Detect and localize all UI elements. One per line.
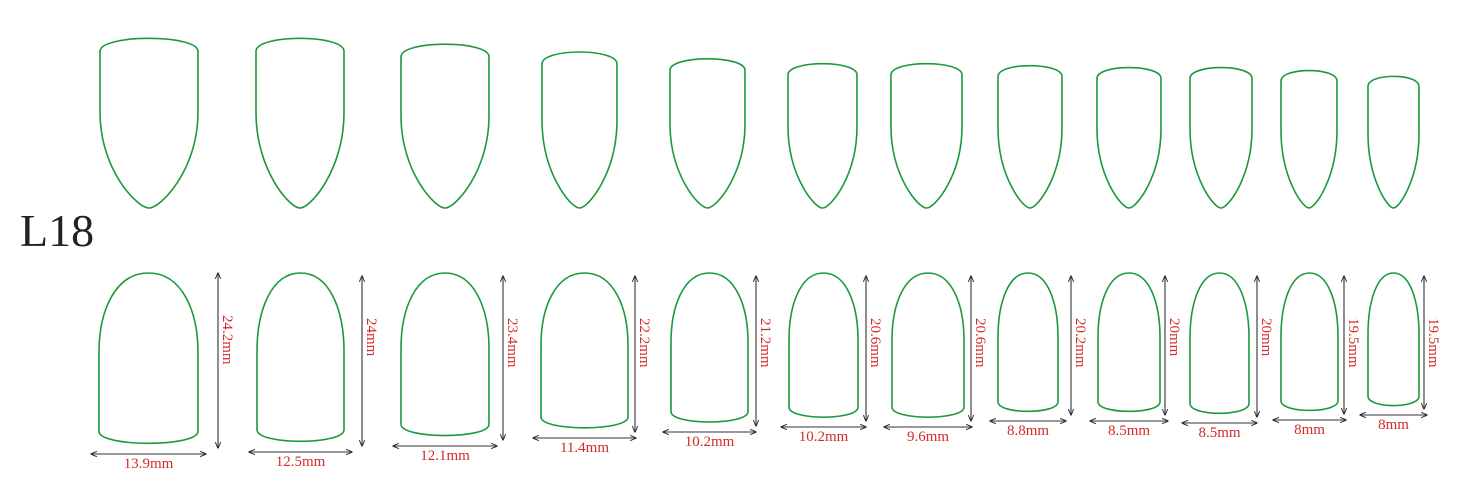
nail-outline xyxy=(670,272,749,423)
nail-top-outline xyxy=(99,37,199,209)
nail-top-outline xyxy=(400,43,490,209)
width-label: 13.9mm xyxy=(124,456,174,472)
nail-top-outline xyxy=(890,62,963,209)
nail-item: 10.2mm 21.2mm xyxy=(663,272,773,450)
nail-item: 12.5mm 24mm xyxy=(249,272,379,470)
length-label: 22.2mm xyxy=(636,318,652,368)
length-label: 19.5mm xyxy=(1345,318,1361,368)
nail-item: 8mm 19.5mm xyxy=(1360,272,1441,433)
nail-item: 10.2mm 20.6mm xyxy=(781,272,883,445)
nail-outline xyxy=(997,272,1059,413)
nail-top-outline xyxy=(1189,66,1253,209)
width-label: 10.2mm xyxy=(799,429,849,445)
nail-item: 8.8mm 20.2mm xyxy=(990,272,1088,439)
nail-outline xyxy=(256,272,345,443)
length-label: 24.2mm xyxy=(219,315,235,365)
nail-item: 9.6mm 20.6mm xyxy=(884,272,988,445)
width-label: 9.6mm xyxy=(907,429,949,445)
nail-item: 11.4mm 22.2mm xyxy=(533,272,652,456)
nail-top-outline xyxy=(669,58,746,209)
nail-top-outline xyxy=(787,62,858,209)
nail-outline xyxy=(1189,272,1250,415)
nail-top-outline xyxy=(255,37,345,209)
length-label: 20.2mm xyxy=(1072,318,1088,368)
nail-top-outline xyxy=(1280,69,1338,209)
nail-top-outline xyxy=(541,51,618,209)
length-label: 20mm xyxy=(1258,318,1274,357)
width-label: 8mm xyxy=(1294,422,1325,438)
length-label: 20mm xyxy=(1166,318,1182,357)
length-label: 19.5mm xyxy=(1425,318,1441,368)
length-label: 20.6mm xyxy=(867,318,883,368)
nail-top-outline xyxy=(997,64,1063,209)
nail-outline xyxy=(98,272,199,445)
nail-outline xyxy=(891,272,965,418)
nail-item: 12.1mm 23.4mm xyxy=(393,272,520,464)
length-label: 23.4mm xyxy=(504,318,520,368)
nail-item: 13.9mm 24.2mm xyxy=(91,272,235,472)
nail-outline xyxy=(540,272,629,429)
nail-outline xyxy=(1280,272,1339,412)
width-label: 8.5mm xyxy=(1198,425,1240,441)
nail-item: 8.5mm 20mm xyxy=(1090,272,1182,439)
nail-top-outline xyxy=(1367,75,1420,209)
nail-item: 8.5mm 20mm xyxy=(1182,272,1274,441)
width-label: 12.5mm xyxy=(276,454,326,470)
width-label: 8mm xyxy=(1378,417,1409,433)
length-label: 21.2mm xyxy=(757,318,773,368)
top-view-row xyxy=(99,37,1420,209)
nail-outline xyxy=(400,272,490,437)
size-label: L18 xyxy=(20,205,95,256)
length-label: 20.6mm xyxy=(972,318,988,368)
width-label: 11.4mm xyxy=(560,440,609,456)
nail-top-outline xyxy=(1096,66,1162,209)
width-label: 8.5mm xyxy=(1108,423,1150,439)
nail-outline xyxy=(1367,272,1420,407)
nail-item: 8mm 19.5mm xyxy=(1273,272,1361,438)
length-label: 24mm xyxy=(363,318,379,357)
nail-outline xyxy=(788,272,859,418)
width-label: 8.8mm xyxy=(1007,423,1049,439)
width-label: 10.2mm xyxy=(685,434,735,450)
width-label: 12.1mm xyxy=(420,448,470,464)
dimensioned-row: 13.9mm 24.2mm 12.5mm 24mm 12.1mm 23.4mm 11.4mm… xyxy=(91,272,1441,472)
nail-outline xyxy=(1097,272,1161,413)
